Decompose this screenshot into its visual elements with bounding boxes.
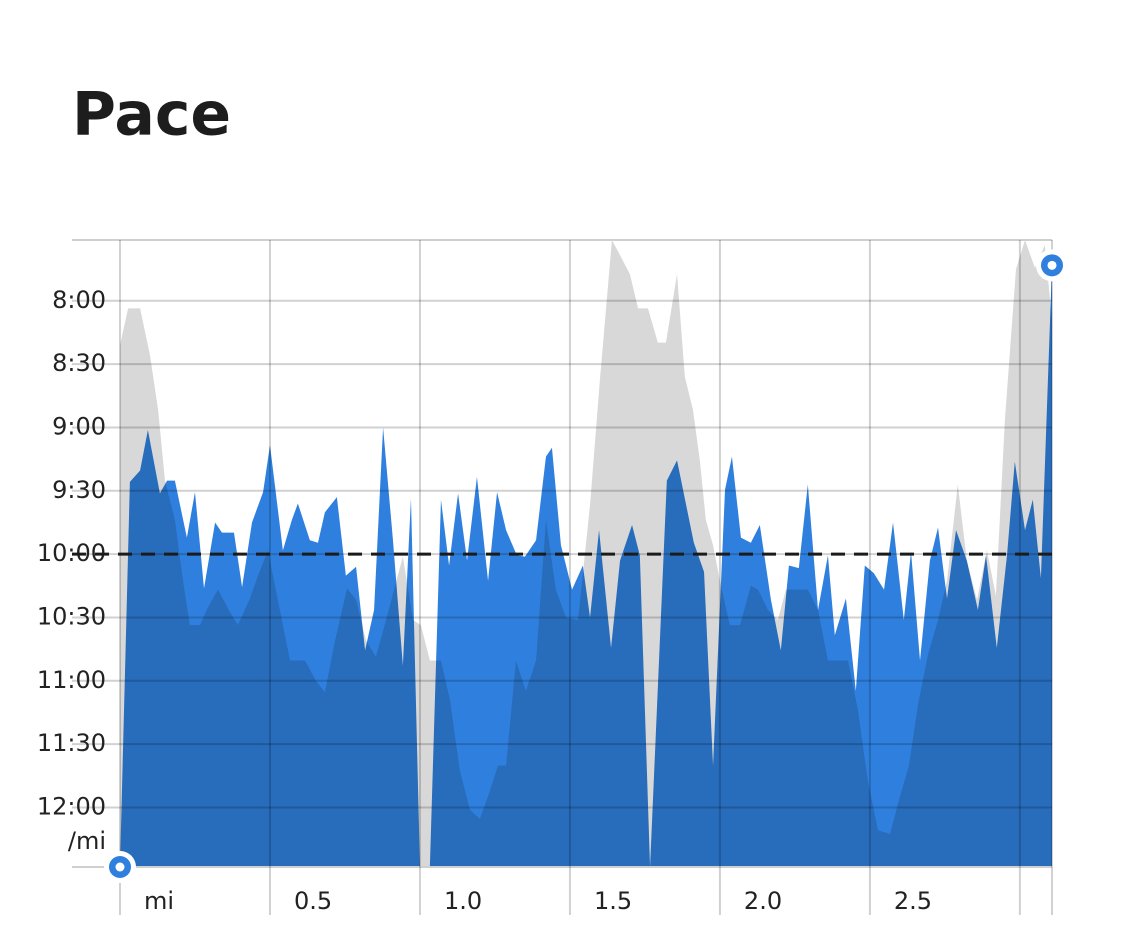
y-tick-label: 12:00 — [37, 792, 106, 820]
y-tick-label: 11:30 — [37, 729, 106, 757]
y-tick-label: 10:00 — [37, 539, 106, 567]
marker-center — [1047, 260, 1057, 270]
x-tick-label: mi — [144, 887, 174, 915]
endpoint-marker — [103, 851, 136, 883]
x-tick-label: 1.5 — [594, 887, 632, 915]
x-tick-label: 0.5 — [294, 887, 332, 915]
y-unit-label: /mi — [68, 827, 106, 855]
x-tick-label: 2.0 — [744, 887, 782, 915]
endpoint-marker — [1036, 249, 1068, 282]
y-tick-label: 10:30 — [37, 602, 106, 630]
y-tick-label: 9:00 — [52, 412, 106, 440]
y-tick-label: 8:30 — [52, 349, 106, 377]
y-tick-label: 9:30 — [52, 476, 106, 504]
y-tick-label: 11:00 — [37, 666, 106, 694]
x-tick-label: 1.0 — [444, 887, 482, 915]
y-tick-label: 8:00 — [52, 286, 106, 314]
x-tick-label: 2.5 — [894, 887, 932, 915]
marker-center — [115, 862, 125, 872]
chart-title: Pace — [72, 80, 231, 150]
